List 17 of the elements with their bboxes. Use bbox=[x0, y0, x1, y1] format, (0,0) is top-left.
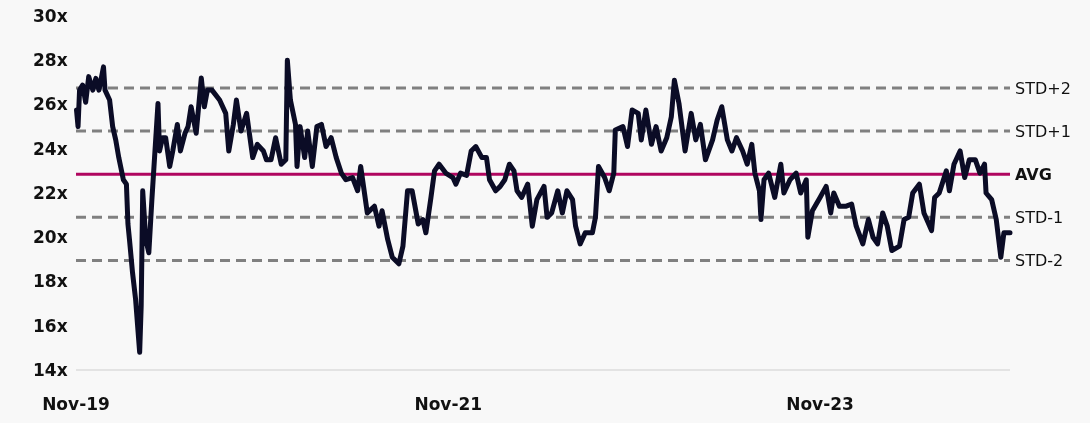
ref-line-label: STD+2 bbox=[1015, 78, 1071, 98]
y-tick-label: 26x bbox=[33, 94, 68, 115]
y-tick-label: 18x bbox=[33, 271, 68, 292]
ref-line-label: STD-1 bbox=[1015, 207, 1064, 227]
y-tick-label: 24x bbox=[33, 138, 68, 159]
ref-line-label: STD-2 bbox=[1015, 251, 1064, 271]
y-tick-label: 14x bbox=[33, 359, 68, 380]
ref-line-label: AVG bbox=[1015, 164, 1052, 184]
x-tick-label: Nov-19 bbox=[42, 394, 110, 414]
y-tick-label: 20x bbox=[33, 227, 68, 248]
y-tick-label: 30x bbox=[33, 5, 68, 26]
x-tick-label: Nov-23 bbox=[786, 394, 854, 414]
y-tick-label: 28x bbox=[33, 50, 68, 71]
ref-line-label: STD+1 bbox=[1015, 121, 1071, 141]
x-tick-label: Nov-21 bbox=[414, 394, 483, 414]
y-tick-label: 22x bbox=[33, 182, 68, 203]
y-tick-label: 16x bbox=[33, 315, 68, 336]
